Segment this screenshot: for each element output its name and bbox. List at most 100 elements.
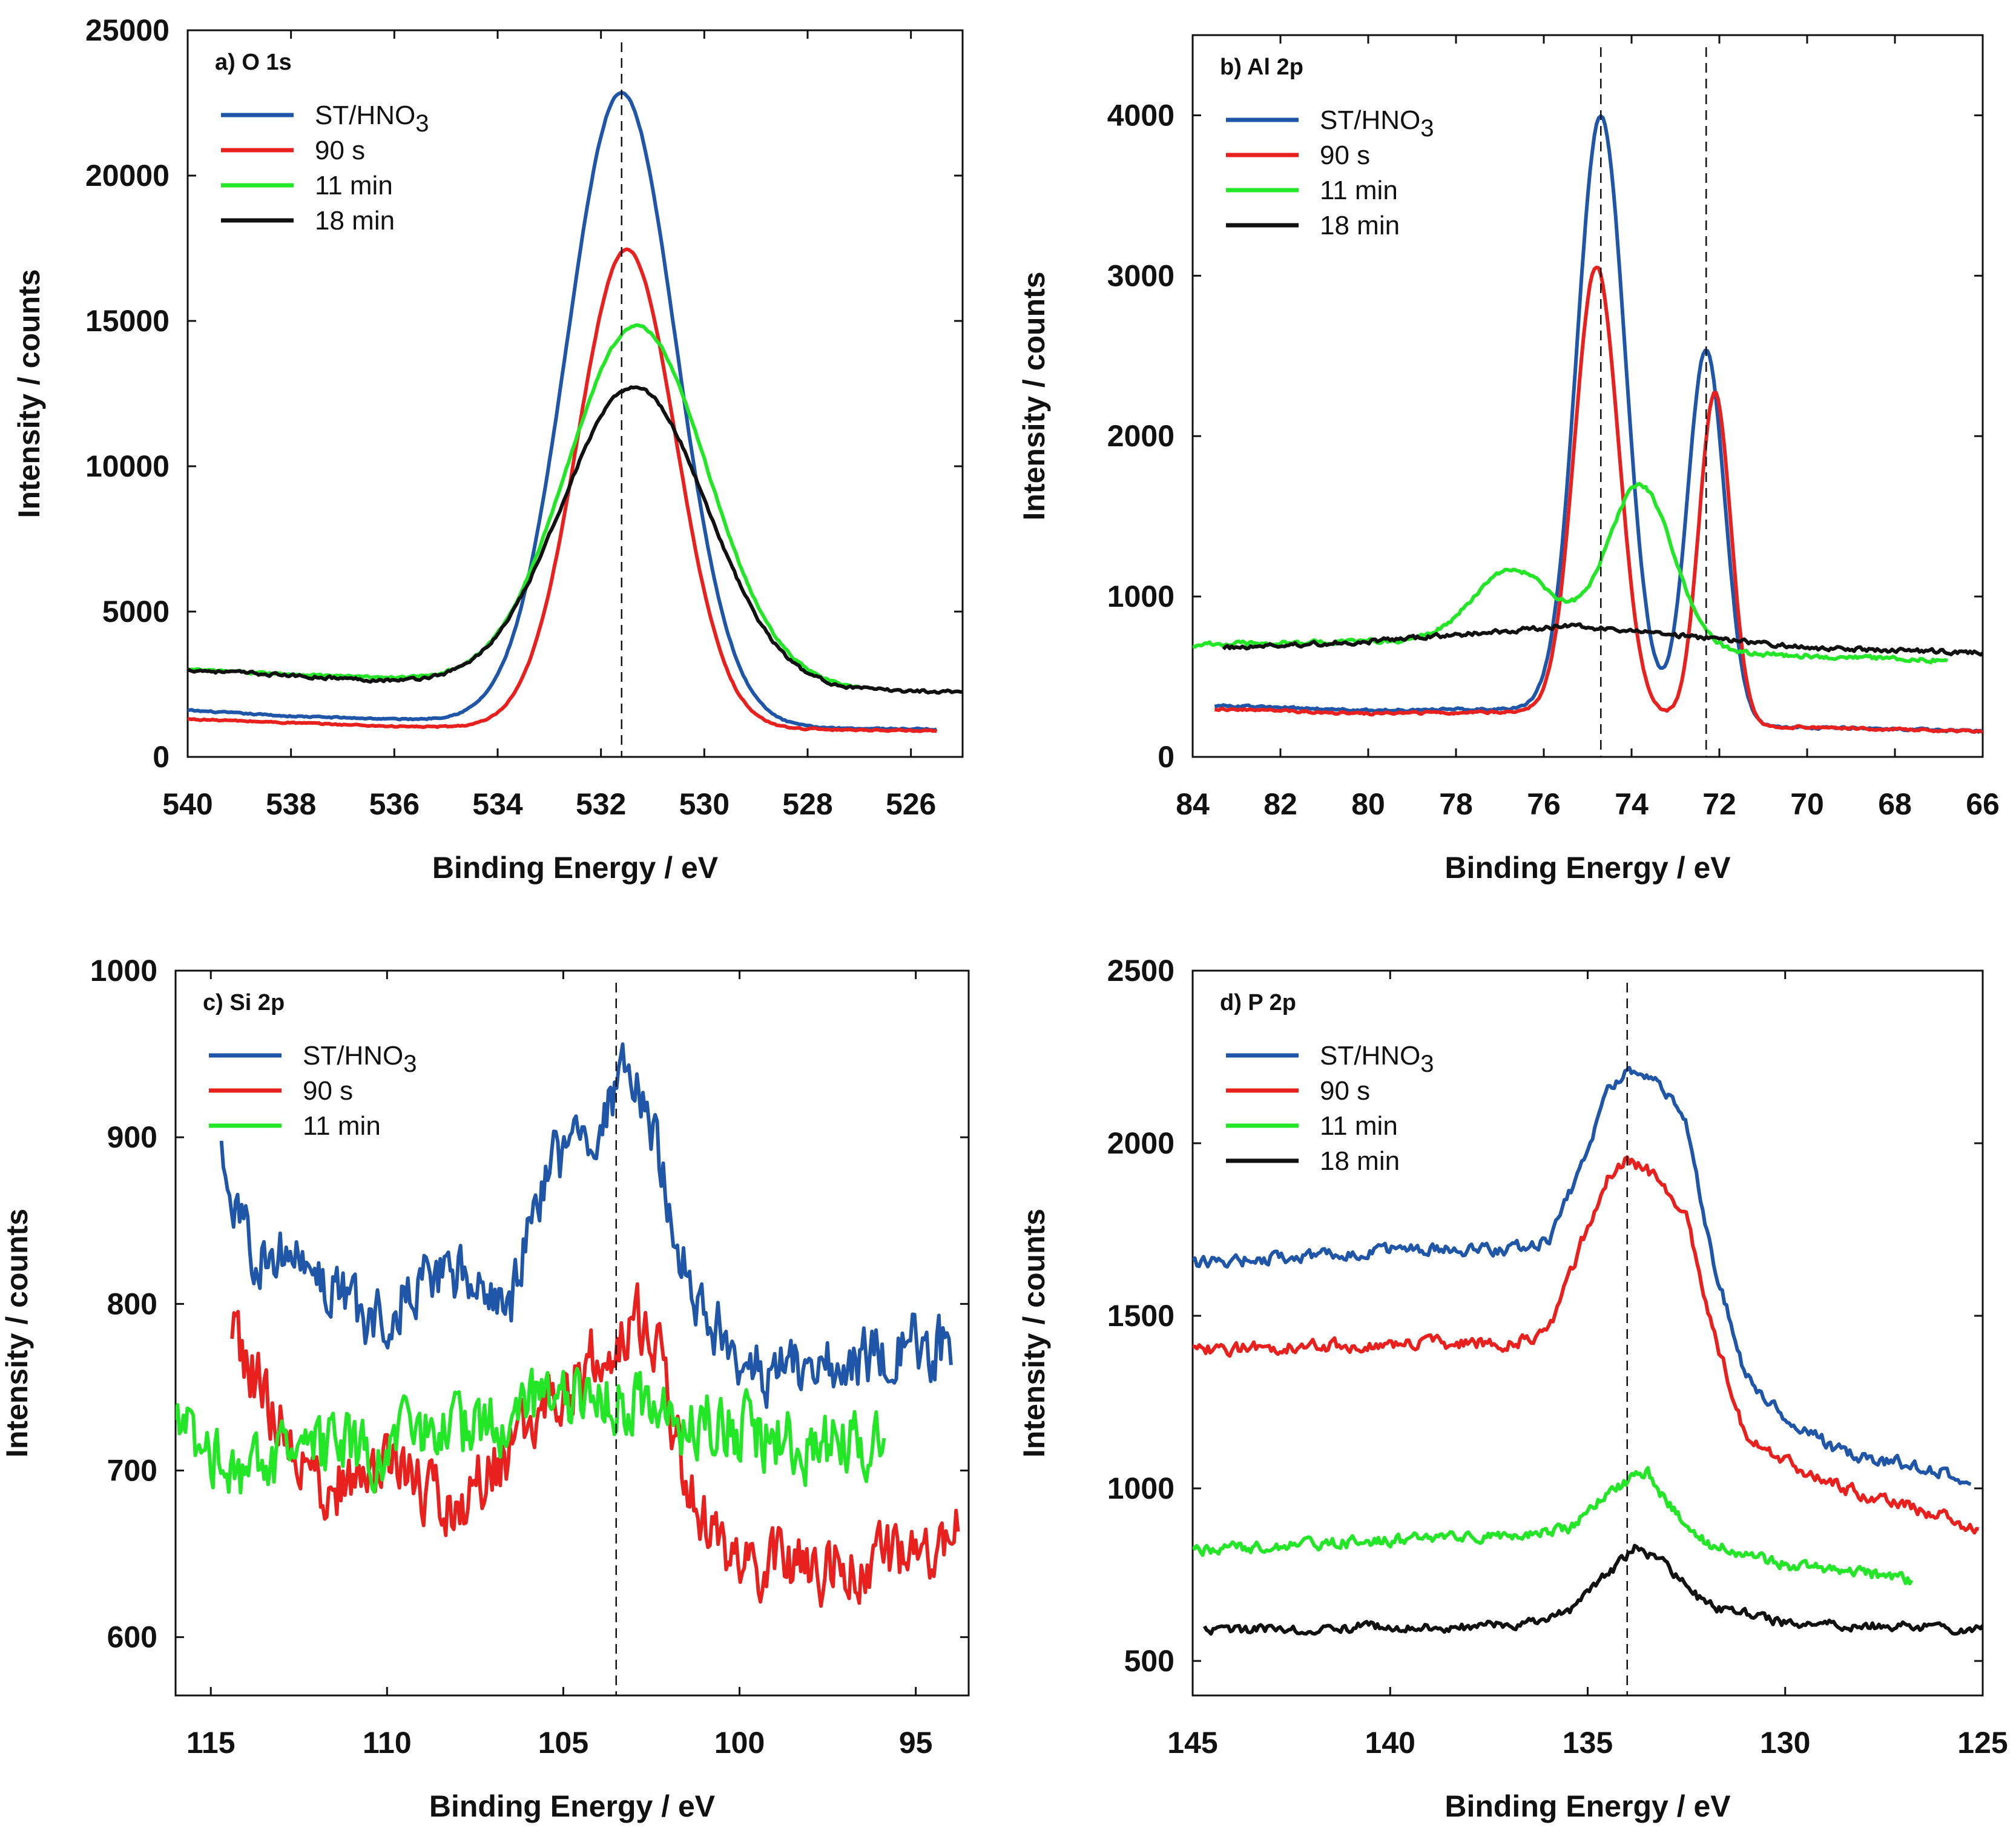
legend-label-c-2: 11 min <box>303 1111 381 1141</box>
x-axis-title-a: Binding Energy / eV <box>432 851 719 885</box>
panel-title-d: d) P 2p <box>1220 990 1296 1015</box>
legend-label-a-3: 18 min <box>315 206 395 236</box>
series-line-a-3 <box>188 385 963 695</box>
plot-frame-c <box>174 969 970 1697</box>
plot-frame-a <box>186 29 964 758</box>
x-axis-title-c: Binding Energy / eV <box>429 1789 716 1823</box>
panel-b: 84 82 80 78 76 74 72 70 68 66 0 1000 2000 3000 4000 Bin… <box>1017 34 2000 885</box>
x-tick-label-b: 78 <box>1439 787 1473 821</box>
series-line-b-3 <box>1222 622 1983 657</box>
y-tick-label-d: 1500 <box>1107 1299 1174 1333</box>
series-line-d-1 <box>1193 1155 1979 1535</box>
legend-label-d-0: ST/HNO3 <box>1320 1041 1434 1077</box>
y-tick-label-a: 25000 <box>85 13 170 47</box>
series-group-b <box>1193 114 1983 734</box>
x-tick-label-b: 68 <box>1878 787 1912 821</box>
y-axis-title-d: Intensity / counts <box>1017 1209 1051 1457</box>
x-tick-label-d: 145 <box>1167 1726 1217 1760</box>
x-tick-label-c: 110 <box>363 1726 412 1760</box>
legend-label-a-2: 11 min <box>315 171 393 200</box>
y-tick-label-a: 0 <box>153 740 170 774</box>
legend-label-d-2: 11 min <box>1320 1111 1398 1141</box>
series-line-a-2 <box>188 323 861 690</box>
x-axis-title-d: Binding Energy / eV <box>1444 1789 1731 1823</box>
x-tick-label-c: 95 <box>899 1726 933 1760</box>
series-group-a <box>188 91 963 733</box>
series-line-c-2 <box>176 1367 886 1495</box>
x-tick-label-b: 70 <box>1790 787 1824 821</box>
series-group-d <box>1193 1066 1983 1636</box>
series-line-c-0 <box>219 1042 953 1409</box>
y-tick-label-c: 700 <box>107 1454 157 1488</box>
y-tick-label-b: 0 <box>1158 740 1174 774</box>
y-tick-label-b: 2000 <box>1107 419 1174 453</box>
y-axis-title-c: Intensity / counts <box>0 1209 34 1457</box>
y-tick-label-c: 800 <box>107 1287 157 1321</box>
x-tick-label-b: 82 <box>1263 787 1297 821</box>
series-line-d-3 <box>1202 1543 1983 1636</box>
series-line-b-1 <box>1214 265 1983 734</box>
panel-title-b: b) Al 2p <box>1220 54 1303 80</box>
legend-label-b-2: 11 min <box>1320 176 1398 205</box>
x-tick-label-b: 80 <box>1351 787 1385 821</box>
y-tick-label-c: 600 <box>107 1620 157 1654</box>
y-tick-label-a: 10000 <box>85 449 170 483</box>
y-axis-title-a: Intensity / counts <box>12 269 46 518</box>
y-tick-label-a: 5000 <box>102 595 170 629</box>
x-tick-label-a: 540 <box>162 787 212 821</box>
y-tick-label-d: 1000 <box>1107 1471 1174 1505</box>
series-line-c-1 <box>230 1282 960 1608</box>
y-tick-label-d: 500 <box>1124 1644 1174 1678</box>
x-tick-label-d: 125 <box>1957 1726 2008 1760</box>
x-tick-label-c: 115 <box>186 1726 236 1760</box>
legend-label-c-0: ST/HNO3 <box>303 1041 417 1077</box>
x-tick-label-a: 538 <box>266 787 316 821</box>
legend-label-b-1: 90 s <box>1320 140 1370 170</box>
y-tick-label-d: 2500 <box>1107 954 1174 988</box>
x-tick-label-d: 130 <box>1760 1726 1810 1760</box>
x-axis-title-b: Binding Energy / eV <box>1444 851 1731 885</box>
y-tick-label-c: 1000 <box>90 954 157 988</box>
series-line-a-1 <box>188 247 938 733</box>
legend-label-b-3: 18 min <box>1320 211 1400 240</box>
x-tick-label-c: 105 <box>538 1726 588 1760</box>
y-tick-label-a: 15000 <box>85 304 170 338</box>
y-tick-label-b: 3000 <box>1107 259 1174 292</box>
series-line-d-2 <box>1193 1466 1914 1586</box>
series-line-a-0 <box>188 91 938 732</box>
y-tick-label-d: 2000 <box>1107 1126 1174 1160</box>
x-tick-label-b: 66 <box>1966 787 2000 821</box>
legend-label-d-3: 18 min <box>1320 1146 1400 1176</box>
plot-frame-b <box>1191 34 1984 758</box>
y-tick-label-c: 900 <box>107 1120 157 1154</box>
y-axis-title-b: Intensity / counts <box>1017 271 1051 520</box>
x-tick-label-a: 532 <box>576 787 626 821</box>
x-tick-label-c: 100 <box>714 1726 765 1760</box>
panel-a: 540 538 536 534 532 530 528 526 0 5000 10000 15000 2… <box>12 13 964 885</box>
x-tick-label-a: 534 <box>472 787 523 821</box>
series-line-b-2 <box>1193 481 1948 665</box>
legend-label-a-0: ST/HNO3 <box>315 101 429 137</box>
x-tick-label-d: 140 <box>1365 1726 1415 1760</box>
x-tick-label-b: 74 <box>1615 787 1649 821</box>
legend-label-c-1: 90 s <box>303 1076 353 1106</box>
x-tick-label-a: 526 <box>886 787 936 821</box>
x-tick-label-d: 135 <box>1563 1726 1613 1760</box>
x-tick-label-a: 536 <box>369 787 420 821</box>
x-tick-label-b: 84 <box>1176 787 1210 821</box>
series-group-c <box>176 1042 960 1608</box>
series-line-d-0 <box>1193 1066 1972 1487</box>
series-line-b-0 <box>1214 114 1983 734</box>
x-tick-label-a: 530 <box>679 787 730 821</box>
panel-d: 145 140 135 130 125 500 1000 1500 2000 2500 Bindin… <box>1017 954 2008 1823</box>
x-tick-label-a: 528 <box>782 787 832 821</box>
y-tick-label-b: 4000 <box>1107 98 1174 132</box>
plot-frame-d <box>1191 969 1984 1697</box>
panel-title-a: a) O 1s <box>215 50 292 75</box>
x-tick-label-b: 72 <box>1702 787 1736 821</box>
legend-label-a-1: 90 s <box>315 136 365 165</box>
y-tick-label-a: 20000 <box>85 159 170 193</box>
x-tick-label-b: 76 <box>1527 787 1561 821</box>
legend-label-b-0: ST/HNO3 <box>1320 105 1434 142</box>
